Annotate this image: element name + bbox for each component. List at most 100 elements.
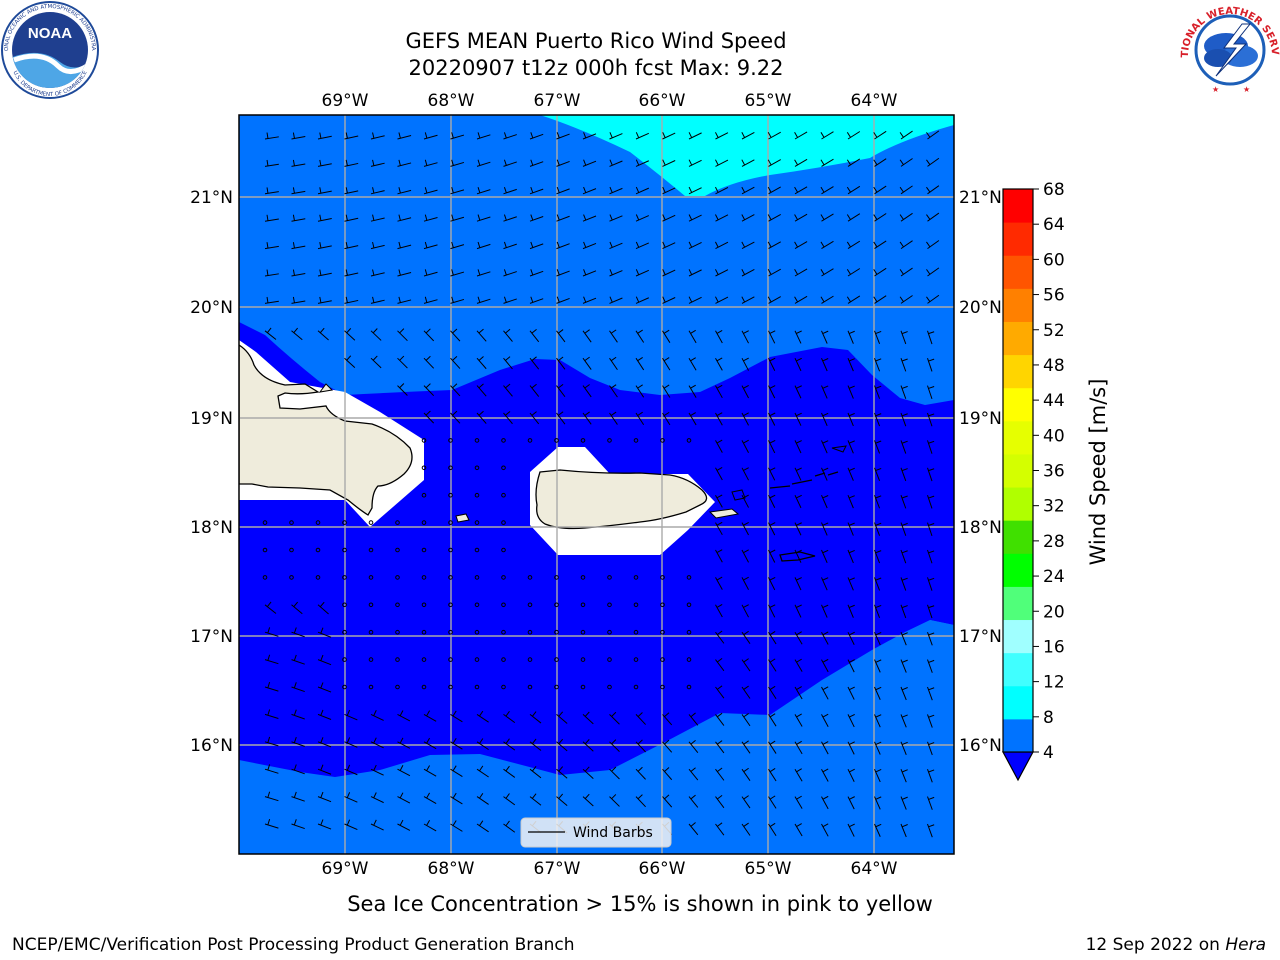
wind-barb	[609, 766, 620, 780]
wind-barb	[820, 131, 834, 140]
wind-barb	[317, 709, 332, 720]
wind-barb	[503, 383, 513, 397]
wind-barb	[635, 214, 650, 222]
wind-barb	[686, 438, 692, 443]
wind-barb	[291, 764, 305, 775]
wind-barb	[900, 604, 908, 619]
wind-barb	[368, 575, 374, 580]
wind-barb	[529, 296, 544, 304]
wind-barb	[609, 241, 623, 250]
wind-barb	[529, 159, 544, 167]
wind-barb	[794, 577, 802, 591]
wind-barb	[291, 159, 306, 167]
lat-label: 20°N	[190, 298, 233, 318]
wind-barb	[554, 602, 559, 608]
wind-barb	[768, 412, 776, 426]
wind-barb	[741, 604, 749, 618]
wind-barb	[686, 684, 692, 690]
wind-barb	[450, 159, 465, 167]
wind-barb	[741, 494, 749, 508]
wind-barb	[395, 602, 400, 608]
lat-label: 16°N	[959, 736, 1002, 756]
wind-barb	[503, 214, 517, 222]
wind-barb	[476, 159, 491, 167]
wind-barb	[821, 467, 829, 481]
wind-barb	[847, 768, 855, 782]
wind-barb	[846, 268, 861, 277]
wind-barb	[688, 269, 702, 277]
wind-barb	[476, 738, 489, 751]
legend-label: Wind Barbs	[573, 825, 653, 841]
wind-barb	[423, 296, 438, 304]
wind-barb	[847, 604, 855, 618]
wind-barb	[927, 577, 935, 591]
wind-barb	[715, 822, 725, 836]
wind-barb	[501, 547, 506, 553]
wind-barb	[635, 329, 645, 343]
wind-barb	[609, 132, 623, 140]
wind-barb	[264, 681, 279, 692]
colorbar-tick-label: 4	[1043, 743, 1054, 763]
wind-barb	[688, 186, 702, 195]
wind-barb	[927, 686, 935, 701]
wind-barb	[767, 296, 781, 304]
wind-barb	[660, 684, 665, 690]
colorbar-tick-label: 52	[1043, 321, 1065, 341]
wind-barb	[317, 327, 329, 341]
wind-barb	[662, 296, 676, 304]
wind-barb	[715, 604, 723, 618]
wind-barb	[448, 492, 453, 498]
wind-barb	[688, 132, 702, 140]
wind-barb	[900, 385, 908, 399]
colorbar-swatch	[1003, 420, 1033, 455]
wind-barb	[503, 159, 517, 167]
wind-barb	[794, 494, 802, 509]
wind-barb	[688, 712, 699, 726]
wind-barb	[395, 547, 400, 553]
colorbar-swatch	[1003, 553, 1033, 587]
wind-barb	[847, 659, 855, 673]
wind-barb	[768, 604, 776, 618]
wind-barb	[741, 630, 751, 644]
wind-barb	[423, 383, 435, 397]
wind-barb	[768, 795, 777, 809]
wind-barb	[821, 795, 829, 810]
wind-barb	[662, 739, 673, 753]
wind-barb	[476, 241, 491, 250]
wind-barb	[291, 791, 305, 802]
noaa-logo: NOAA NATIONAL OCEANIC AND ATMOSPHERIC AD…	[0, 0, 99, 99]
wind-barb	[501, 602, 506, 608]
wind-barb	[450, 214, 465, 222]
wind-barb	[874, 358, 882, 372]
wind-barb	[291, 601, 303, 615]
wind-barb	[291, 242, 306, 250]
wind-barb	[503, 328, 513, 342]
wind-barb	[556, 214, 570, 222]
wind-barb	[635, 712, 646, 725]
lon-label: 68°W	[428, 91, 475, 111]
wind-barb	[501, 629, 506, 635]
wind-barb	[501, 438, 506, 443]
wind-barb	[582, 739, 594, 752]
wind-barb	[342, 684, 347, 690]
wind-barb	[582, 159, 597, 167]
wind-barb	[847, 631, 855, 645]
lat-label: 21°N	[959, 188, 1002, 208]
wind-barb	[397, 296, 412, 304]
wind-barb	[344, 132, 359, 140]
wind-barb	[344, 187, 359, 195]
wind-barb	[264, 296, 279, 304]
wind-barb	[450, 710, 463, 723]
wind-barb	[847, 467, 855, 481]
wind-barb	[662, 132, 676, 140]
wind-barb	[821, 686, 829, 700]
wind-barb	[317, 654, 332, 666]
wind-barb	[873, 295, 887, 304]
wind-barb	[609, 711, 620, 725]
wind-barb	[927, 796, 935, 810]
wind-barb	[633, 575, 639, 580]
wind-barb	[423, 269, 438, 277]
wind-barb	[554, 657, 559, 662]
wind-barb	[847, 522, 855, 536]
wind-barb	[529, 356, 540, 370]
